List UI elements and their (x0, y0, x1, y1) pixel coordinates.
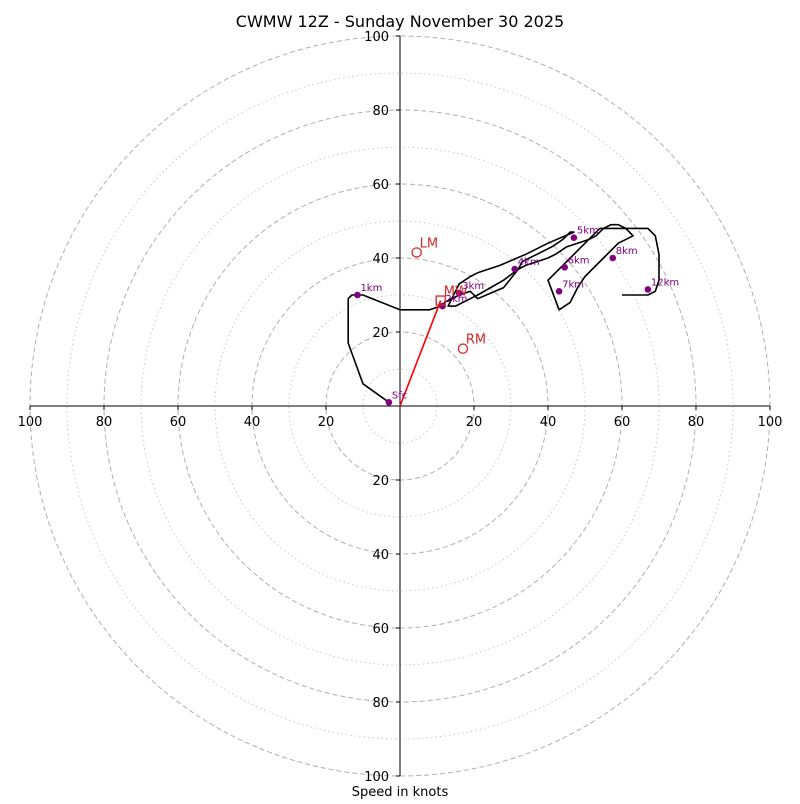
level-label: 8km (616, 246, 638, 257)
level-label: 3km (462, 281, 484, 292)
x-tick-label: 80 (96, 415, 113, 430)
tick-labels: 100 80 60 40 20 20 40 60 80 100 100 80 60 40 20 20 40 60 8… (18, 30, 783, 785)
height-levels: Sfc 1km 2km 3km 4km 5km 6km 7km 8km 12km (354, 226, 679, 406)
level-label: 1km (360, 283, 382, 294)
level-point (644, 286, 652, 293)
chart-title: CWMW 12Z - Sunday November 30 2025 (236, 12, 564, 31)
level-label: 12km (651, 277, 679, 288)
level-point (609, 254, 617, 262)
y-tick-label: 20 (372, 474, 389, 489)
x-axis-label: Speed in knots (352, 785, 449, 800)
y-tick-label: 100 (364, 770, 389, 785)
level-label: 4km (518, 257, 540, 268)
y-tick-label: 40 (372, 252, 389, 267)
level-point (354, 291, 361, 299)
level-label: 2km (446, 294, 468, 305)
storm-motion-marker (457, 343, 469, 354)
y-tick-label: 80 (372, 104, 389, 119)
storm-motion-marker (411, 247, 422, 258)
y-tick-label: 20 (372, 326, 389, 341)
y-tick-label: 80 (372, 696, 389, 711)
y-tick-label: 60 (372, 622, 389, 637)
level-point (561, 263, 568, 271)
level-point (511, 265, 518, 273)
level-point (455, 289, 463, 297)
storm-vector (399, 300, 442, 407)
y-tick-label: 40 (372, 548, 389, 563)
y-tick-label: 60 (372, 178, 389, 193)
level-label: Sfc (392, 390, 407, 401)
x-tick-label: 100 (18, 415, 43, 430)
level-point (555, 288, 563, 295)
x-tick-label: 100 (758, 415, 783, 430)
wind-trace (347, 223, 660, 403)
x-tick-label: 60 (170, 415, 187, 430)
storm-motion-label: RM (466, 333, 486, 348)
x-tick-label: 20 (318, 415, 335, 430)
level-label: 6km (568, 255, 590, 266)
level-point (385, 399, 393, 406)
y-tick-label: 100 (364, 30, 389, 45)
storm-motion-label: MW (444, 285, 468, 300)
x-tick-label: 40 (244, 415, 261, 430)
level-label: 5km (577, 226, 599, 237)
storm-vector-line (399, 300, 442, 407)
x-tick-label: 80 (688, 415, 705, 430)
x-tick-label: 60 (614, 415, 631, 430)
hodograph-trace-line (347, 223, 660, 403)
level-point (570, 234, 578, 241)
storm-motion-marker (435, 295, 446, 306)
storm-motion-label: LM (420, 236, 438, 251)
x-tick-label: 40 (540, 415, 557, 430)
level-label: 7km (562, 279, 584, 290)
x-tick-label: 20 (466, 415, 483, 430)
storm-motions: LM RM MW (411, 236, 486, 354)
